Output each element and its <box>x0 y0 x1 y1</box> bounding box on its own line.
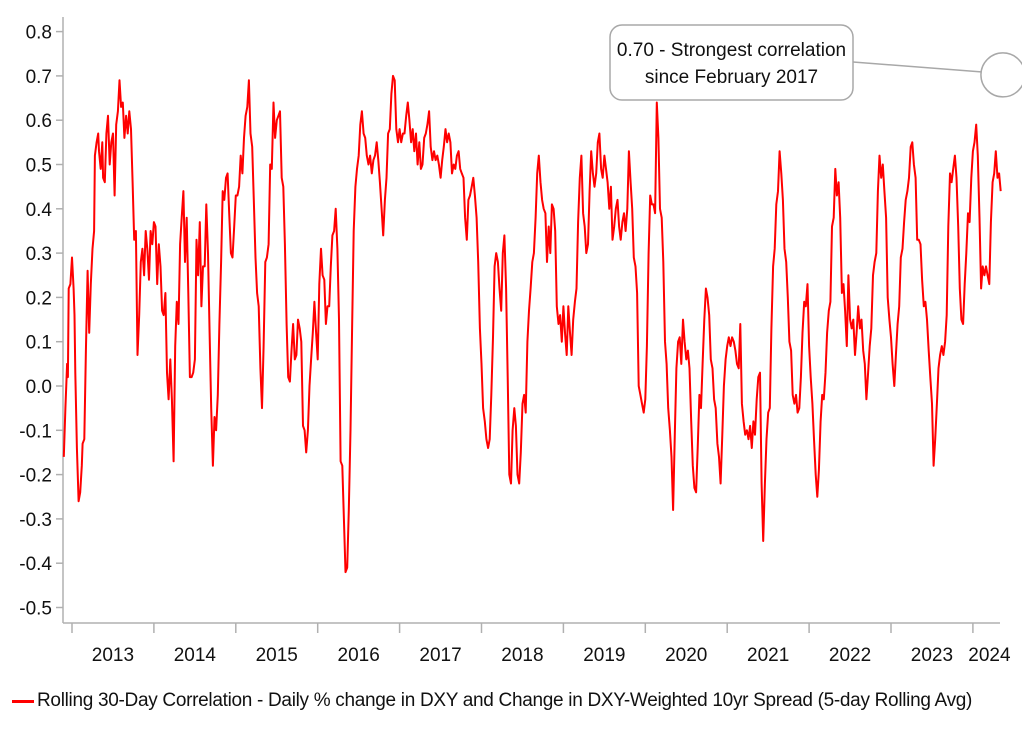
x-tick-label: 2024 <box>968 645 1011 666</box>
y-tick-label: 0.6 <box>26 111 52 132</box>
y-tick-label: -0.5 <box>19 599 52 620</box>
annotation-box <box>609 24 854 101</box>
y-tick-label: 0.8 <box>26 23 52 44</box>
annotation-leader-line <box>852 61 981 73</box>
correlation-line-chart: 0.8 0.7 0.6 0.5 0.4 0.3 0.2 0.1 0.0 -0.1 -0.2 -0.3 -… <box>19 17 1022 666</box>
y-tick-label: -0.2 <box>19 466 52 487</box>
y-tick-label: 0.0 <box>26 377 52 398</box>
legend: Rolling 30-Day Correlation - Daily % cha… <box>12 690 972 712</box>
annotation-callout: 0.70 - Strongest correlation since Febru… <box>609 24 1022 101</box>
x-tick-label: 2018 <box>501 645 543 666</box>
x-tick-label: 2019 <box>583 645 625 666</box>
y-tick-label: 0.4 <box>26 200 53 221</box>
y-tick-label: 0.5 <box>26 156 52 177</box>
y-tick-label: 0.2 <box>26 288 52 309</box>
y-tick-label: -0.3 <box>19 510 52 531</box>
y-axis: 0.8 0.7 0.6 0.5 0.4 0.3 0.2 0.1 0.0 -0.1 -0.2 -0.3 -… <box>19 17 64 623</box>
x-tick-label: 2023 <box>911 645 953 666</box>
x-tick-label: 2013 <box>92 645 134 666</box>
y-tick-label: 0.3 <box>26 244 52 265</box>
annotation-text-line1: 0.70 - Strongest correlation <box>617 40 846 61</box>
y-tick-label: 0.7 <box>26 67 52 88</box>
x-ticks: 2013 2014 2015 2016 2017 2018 2019 2020 2021 2022… <box>71 623 1011 666</box>
y-ticks: 0.8 0.7 0.6 0.5 0.4 0.3 0.2 0.1 0.0 -0.1 -0.2 -0.3 -… <box>19 23 63 620</box>
y-tick-label: -0.4 <box>19 554 52 575</box>
series-line-rolling-correlation <box>62 74 1002 574</box>
legend-swatch-red-line <box>12 699 34 703</box>
x-tick-label: 2022 <box>829 645 871 666</box>
series-group <box>62 74 1002 574</box>
x-tick-label: 2021 <box>747 645 789 666</box>
x-tick-label: 2014 <box>174 645 217 666</box>
y-tick-label: -0.1 <box>19 421 52 442</box>
x-tick-label: 2017 <box>419 645 461 666</box>
x-tick-label: 2020 <box>665 645 707 666</box>
legend-label: Rolling 30-Day Correlation - Daily % cha… <box>37 690 973 711</box>
x-axis: 2013 2014 2015 2016 2017 2018 2019 2020 2021 2022… <box>63 622 1011 666</box>
x-tick-label: 2016 <box>338 645 380 666</box>
y-tick-label: 0.1 <box>26 333 52 354</box>
annotation-highlight-circle <box>980 52 1022 98</box>
x-tick-label: 2015 <box>256 645 298 666</box>
annotation-text-line2: since February 2017 <box>645 67 818 88</box>
